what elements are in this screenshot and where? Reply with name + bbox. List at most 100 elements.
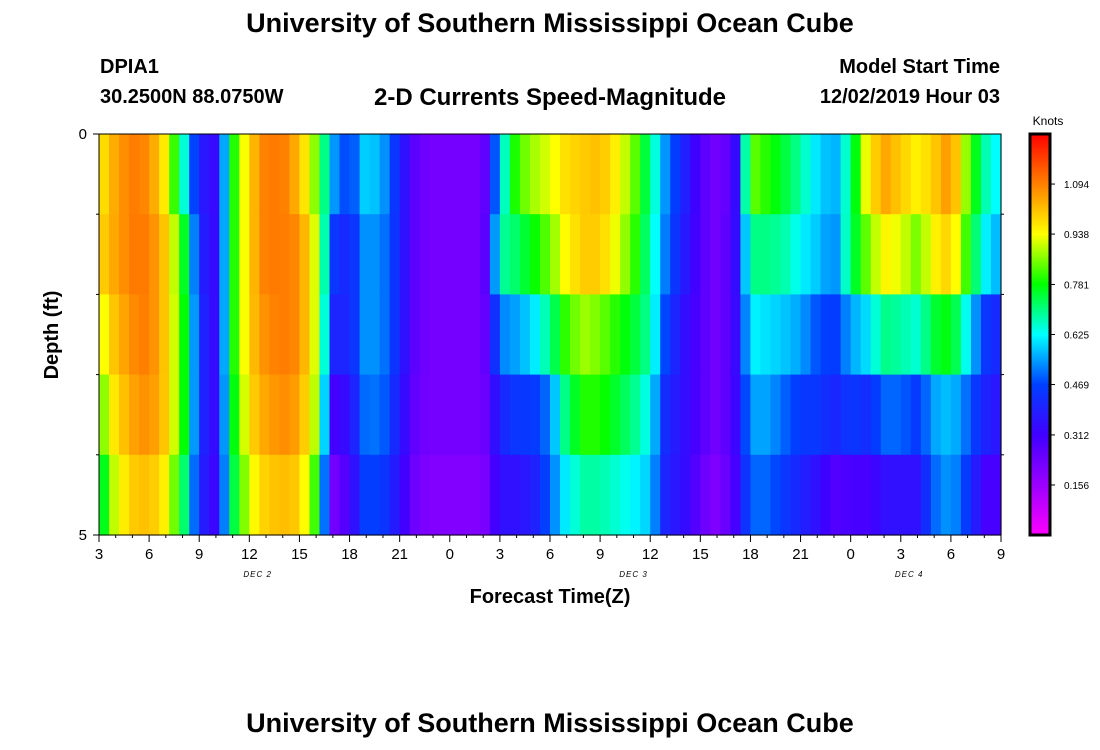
heatmap-cell (570, 134, 581, 215)
heatmap-cell (509, 294, 521, 376)
heatmap-cell (960, 294, 972, 376)
heatmap-cell (590, 374, 601, 456)
x-tick-label: 3 (95, 546, 103, 563)
heatmap-cell (479, 454, 491, 536)
heatmap-cell (800, 454, 812, 536)
heatmap-cell (299, 454, 311, 536)
heatmap-cell (489, 294, 501, 376)
heatmap-cell (529, 134, 541, 215)
heatmap-cell (880, 134, 892, 215)
heatmap-cell (409, 294, 421, 376)
heatmap-cell (419, 134, 431, 215)
heatmap-cell (560, 134, 571, 215)
heatmap-cell (610, 454, 621, 536)
heatmap-cell (570, 294, 581, 376)
heatmap-cell (159, 214, 170, 295)
heatmap-cell (279, 214, 291, 295)
heatmap-cell (980, 294, 992, 376)
heatmap-cell (269, 134, 280, 215)
heatmap-cell (910, 454, 922, 536)
heatmap-cell (680, 294, 691, 376)
heatmap-cell (209, 454, 220, 536)
heatmap-cell (970, 134, 982, 215)
heatmap-cell (259, 294, 270, 376)
heatmap-cell (560, 374, 571, 456)
heatmap-cell (229, 134, 240, 215)
heatmap-cell (239, 214, 250, 295)
heatmap-cell (820, 454, 832, 536)
heatmap-cell (169, 454, 180, 536)
day-label: DEC 2 (243, 570, 272, 579)
heatmap-cell (289, 134, 301, 215)
heatmap-cell (960, 454, 972, 536)
heatmap-cell (299, 294, 311, 376)
heatmap-cell (199, 374, 210, 456)
heatmap-cell (519, 374, 531, 456)
heatmap-cell (379, 214, 391, 295)
heatmap-cell (800, 294, 812, 376)
heatmap-cell (950, 454, 962, 536)
heatmap-cell (369, 214, 381, 295)
heatmap-cell (409, 214, 421, 295)
heatmap-cell (499, 214, 511, 295)
heatmap-cell (820, 294, 832, 376)
heatmap-cell (159, 134, 170, 215)
heatmap-cell (600, 134, 611, 215)
heatmap-cell (509, 454, 521, 536)
heatmap-cell (529, 294, 541, 376)
heatmap-cell (830, 214, 842, 295)
heatmap-cell (690, 374, 701, 456)
heatmap-cell (710, 374, 721, 456)
x-tick-label: 21 (391, 546, 408, 563)
heatmap-cell (129, 374, 140, 456)
heatmap-cell (389, 294, 401, 376)
x-tick-label: 9 (596, 546, 604, 563)
heatmap-cell (580, 454, 591, 536)
colorbar-tick-label: 1.094 (1064, 180, 1089, 191)
heatmap-cell (389, 374, 401, 456)
heatmap-cell (529, 454, 541, 536)
heatmap-cell (259, 134, 270, 215)
heatmap-cell (920, 454, 932, 536)
heatmap-cell (890, 294, 902, 376)
heatmap-cell (249, 374, 260, 456)
heatmap-cell (499, 294, 511, 376)
heatmap-cell (610, 294, 621, 376)
heatmap-cell (339, 134, 351, 215)
heatmap-cell (139, 214, 150, 295)
heatmap-cell (489, 374, 501, 456)
heatmap-cell (830, 134, 842, 215)
heatmap-cell (439, 454, 451, 536)
heatmap-cell (439, 214, 451, 295)
heatmap-cell (620, 294, 631, 376)
heatmap-cell (379, 134, 391, 215)
heatmap-cell (509, 134, 521, 215)
heatmap-cell (940, 294, 952, 376)
heatmap-cell (429, 294, 441, 376)
heatmap-cell (680, 214, 691, 295)
heatmap-cell (950, 374, 962, 456)
x-tick-label: 21 (792, 546, 809, 563)
heatmap-cell (259, 214, 270, 295)
heatmap-cell (970, 374, 982, 456)
heatmap-cell (800, 214, 812, 295)
heatmap-cell (399, 454, 411, 536)
heatmap-cell (449, 374, 461, 456)
heatmap-cell (550, 454, 561, 536)
heatmap-cell (780, 454, 792, 536)
heatmap-cell (149, 454, 160, 536)
heatmap-cell (479, 214, 491, 295)
heatmap-cell (459, 454, 471, 536)
heatmap-cell (750, 294, 762, 376)
heatmap-cell (640, 454, 651, 536)
heatmap-cell (209, 134, 220, 215)
heatmap-cell (499, 134, 511, 215)
heatmap-cell (700, 294, 711, 376)
heatmap-cell (880, 374, 892, 456)
heatmap-cell (890, 374, 902, 456)
colorbar-tick-label: 0.156 (1064, 481, 1089, 492)
heatmap-cell (319, 294, 331, 376)
heatmap-cell (449, 214, 461, 295)
heatmap-cell (780, 374, 792, 456)
heatmap-cell (459, 294, 471, 376)
